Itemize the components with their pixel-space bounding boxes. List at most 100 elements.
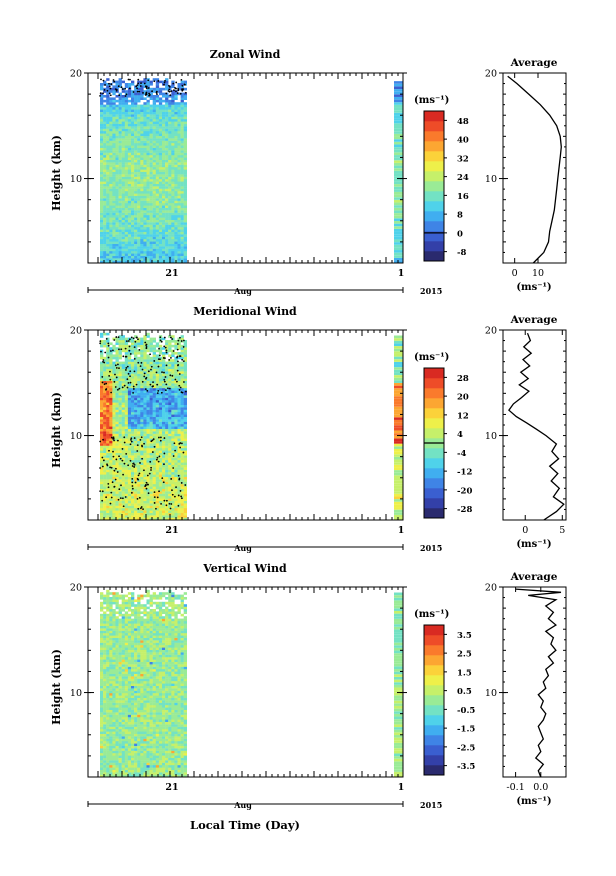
heatmap-cell [103,409,107,413]
heatmap-cell [152,159,156,163]
heatmap-cell [162,515,166,518]
heatmap-cell [149,388,153,391]
heatmap-cell [140,143,144,146]
heatmap-cell [158,145,163,148]
zero-contour-point [103,383,106,386]
heatmap-cell [131,404,135,408]
heatmap-cell [124,503,129,506]
heatmap-cell [183,92,187,96]
zero-contour-point [149,93,151,96]
heatmap-cell [143,179,147,182]
heatmap-cell [124,181,129,184]
heatmap-cell [131,385,135,389]
heatmap-cell [109,404,113,408]
heatmap-cell [183,260,187,264]
heatmap-cell [127,150,132,153]
heatmap-cell [162,390,166,393]
heatmap-cell [143,239,147,242]
heatmap-cell [174,419,178,422]
zero-contour-point [116,471,119,473]
heatmap-cell [109,421,113,425]
heatmap-cell [103,234,107,237]
heatmap-cell [155,416,160,420]
heatmap-cell [174,472,178,475]
heatmap-cell [100,349,104,353]
heatmap-cell [180,469,184,473]
heatmap-cell [103,145,107,148]
heatmap-cell [171,407,175,410]
heatmap-cell [131,253,135,256]
heatmap-cell [180,380,184,384]
heatmap-cell [134,123,138,127]
heatmap-cell [115,171,119,175]
heatmap-cell [162,119,166,122]
heatmap-cell [394,401,403,405]
heatmap-cell [155,508,160,511]
heatmap-cell [103,474,107,477]
heatmap-cell [121,260,125,264]
heatmap-cell [137,239,141,242]
heatmap-cell [127,515,132,518]
heatmap-cell [165,224,169,228]
heatmap-cell [155,171,160,175]
heatmap-cell [118,402,122,405]
heatmap-cell [162,354,166,357]
heatmap-cell [171,512,175,516]
heatmap-cell [143,496,147,499]
zero-contour-point [108,82,110,85]
heatmap-cell [394,181,403,185]
heatmap-cell [100,217,104,220]
heatmap-cell [137,224,141,228]
heatmap-cell [106,217,110,220]
heatmap-cell [131,455,135,458]
heatmap-cell [168,219,172,223]
zero-contour-point [150,469,152,471]
heatmap-cell [103,376,107,379]
heatmap-cell [158,440,163,444]
heatmap-cell [183,349,187,353]
colorbar-segment [424,111,444,122]
heatmap-cell [140,121,144,124]
heatmap-cell [131,366,135,369]
heatmap-cell [180,510,184,513]
heatmap-cell [127,395,132,398]
heatmap-cell [115,395,119,398]
heatmap-cell [149,373,153,377]
heatmap-cell [100,107,104,110]
heatmap-cell [100,159,104,163]
heatmap-cell [100,236,104,240]
heatmap-cell [134,404,138,408]
heatmap-cell [180,352,184,355]
heatmap-cell [112,119,116,122]
zero-contour-point [136,477,139,480]
heatmap-cell [112,508,116,511]
heatmap-cell [180,140,184,144]
heatmap-cell [183,371,187,374]
heatmap-cell [100,412,104,415]
heatmap-cell [152,474,156,477]
heatmap-cell [106,428,110,432]
heatmap-cell [131,340,135,343]
zero-contour-point [141,368,144,371]
heatmap-cell [109,431,113,434]
heatmap-cell [177,111,181,115]
heatmap-cell [103,431,107,434]
heatmap-cell [177,186,181,189]
zero-contour-point [176,355,179,358]
heatmap-cell [124,364,129,367]
heatmap-cell [394,139,403,142]
heatmap-cell [158,191,163,194]
zero-contour-point [140,361,143,364]
colorbar-tick-label: 32 [457,154,469,164]
heatmap-cell [112,505,116,509]
heatmap-cell [146,143,150,146]
heatmap-cell [112,159,116,163]
heatmap-cell [162,126,166,129]
heatmap-cell [140,131,144,134]
heatmap-cell [118,421,122,425]
heatmap-cell [100,361,104,365]
heatmap-cell [134,169,138,172]
zero-contour-point [108,449,110,452]
heatmap-cell [127,462,132,465]
heatmap-cell [137,510,141,513]
